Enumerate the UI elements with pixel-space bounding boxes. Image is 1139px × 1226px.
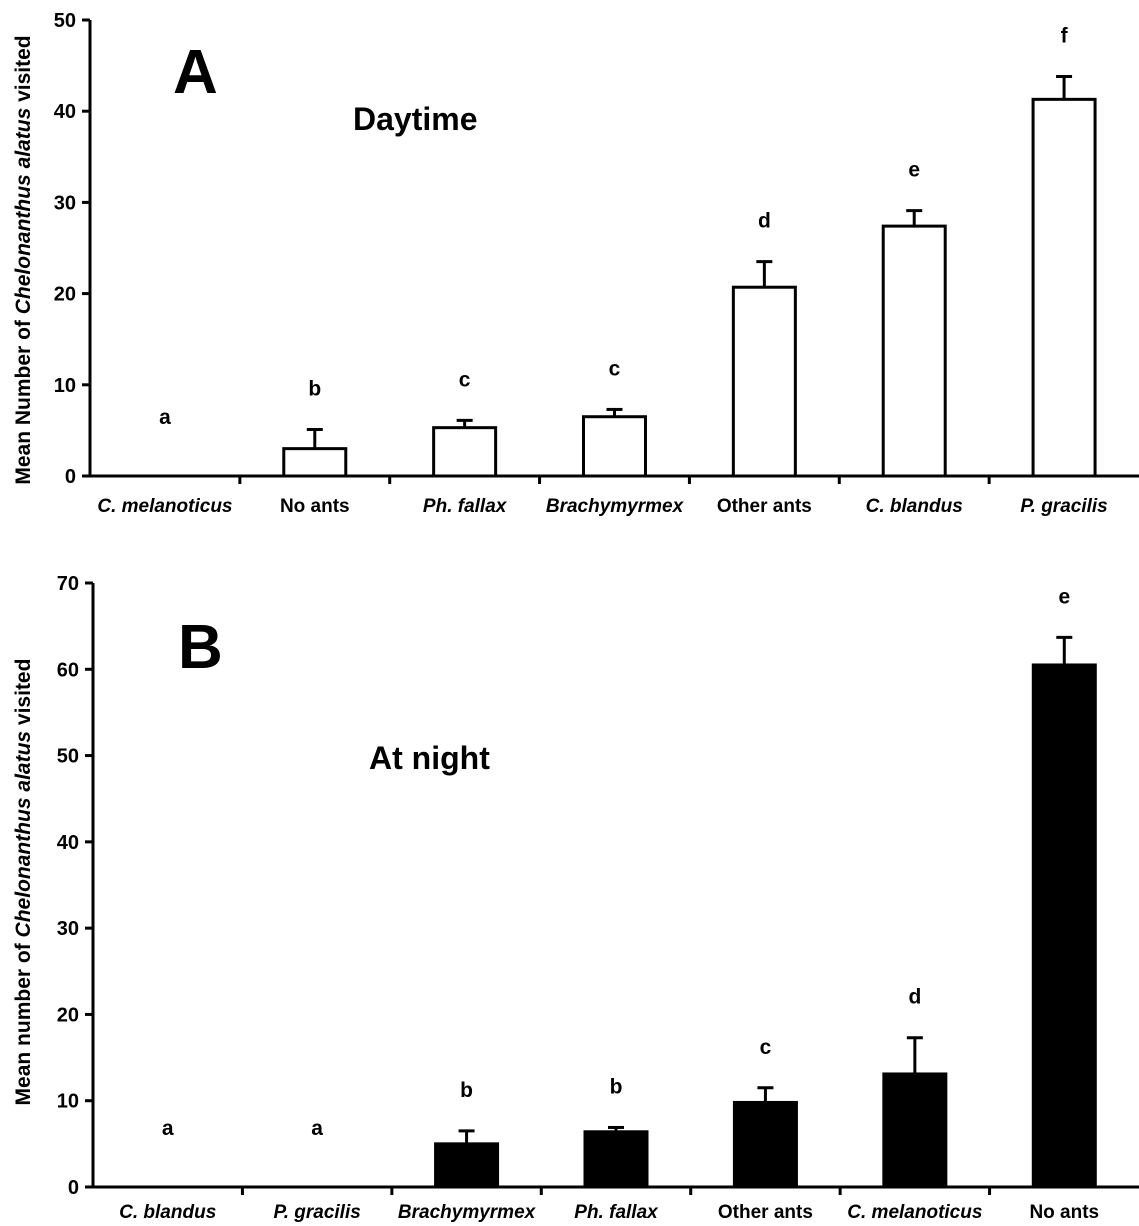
category-label: C. melanoticus	[847, 1202, 982, 1223]
bar	[1031, 663, 1097, 1189]
category-label: P. gracilis	[273, 1202, 360, 1223]
y-axis-label: Mean Number of Chelonanthus alatus visit…	[12, 35, 35, 484]
significance-label: b	[308, 377, 321, 400]
category-label: C. blandus	[866, 496, 963, 517]
y-tick-label: 10	[57, 1091, 79, 1113]
y-axis-label-prefix: Mean Number of	[12, 314, 35, 484]
bar	[432, 426, 498, 478]
bar	[582, 415, 647, 478]
significance-label: f	[1061, 25, 1069, 48]
significance-label: d	[758, 210, 771, 233]
y-axis-label-suffix: visited	[12, 659, 35, 731]
significance-label: b	[460, 1079, 473, 1102]
significance-label: a	[311, 1117, 323, 1140]
y-axis-label-prefix: Mean number of	[12, 937, 35, 1105]
category-label: P. gracilis	[1020, 496, 1107, 517]
panel-title: Daytime	[353, 101, 478, 137]
significance-label: a	[162, 1117, 174, 1140]
panel-letter: A	[173, 38, 218, 107]
bar	[1031, 97, 1097, 478]
y-tick-label: 30	[57, 918, 79, 940]
category-label: Brachymyrmex	[398, 1202, 537, 1223]
bar	[583, 1130, 649, 1189]
y-tick-label: 20	[57, 1004, 79, 1026]
bar	[731, 285, 797, 478]
significance-label: c	[459, 368, 471, 391]
significance-label: a	[159, 406, 171, 429]
y-tick-label: 0	[65, 466, 76, 488]
y-axis-label-species: Chelonanthus alatus	[12, 108, 35, 315]
y-tick-label: 70	[57, 573, 79, 595]
y-tick-label: 20	[54, 284, 76, 306]
significance-label: e	[908, 159, 920, 182]
category-label: Other ants	[718, 1202, 813, 1223]
y-axis-label-species: Chelonanthus alatus	[12, 731, 35, 938]
panel-title: At night	[369, 740, 490, 776]
bar	[882, 1072, 948, 1189]
y-axis-label: Mean number of Chelonanthus alatus visit…	[12, 659, 35, 1106]
significance-label: b	[610, 1075, 623, 1098]
y-tick-label: 50	[54, 10, 76, 32]
y-tick-label: 40	[54, 101, 76, 123]
significance-label: d	[908, 986, 921, 1009]
y-tick-label: 50	[57, 746, 79, 768]
panel-b: 0 10 20 30 40 50 60 70 a C. blandus a P. gracilis b B…	[12, 573, 1139, 1223]
category-label: C. melanoticus	[97, 496, 232, 517]
y-tick-label: 40	[57, 832, 79, 854]
bar	[881, 224, 947, 478]
significance-label: c	[760, 1036, 772, 1059]
category-label: C. blandus	[119, 1202, 216, 1223]
significance-label: e	[1058, 585, 1070, 608]
panel-letter: B	[178, 613, 223, 682]
bar	[732, 1100, 798, 1189]
y-tick-label: 30	[54, 192, 76, 214]
category-label: No ants	[280, 496, 350, 517]
category-label: Brachymyrmex	[546, 496, 685, 517]
bar	[282, 447, 348, 478]
category-label: Ph. fallax	[574, 1202, 659, 1223]
category-label: Ph. fallax	[423, 496, 508, 517]
panel-a: 0 10 20 30 40 50 a C. melanoticus b No ants c Ph. f…	[12, 10, 1139, 517]
bar	[434, 1142, 500, 1189]
category-label: Other ants	[717, 496, 812, 517]
y-tick-label: 10	[54, 375, 76, 397]
category-label: No ants	[1029, 1202, 1099, 1223]
y-tick-label: 0	[68, 1177, 79, 1199]
y-tick-label: 60	[57, 659, 79, 681]
y-axis-label-suffix: visited	[12, 35, 35, 107]
significance-label: c	[609, 357, 621, 380]
